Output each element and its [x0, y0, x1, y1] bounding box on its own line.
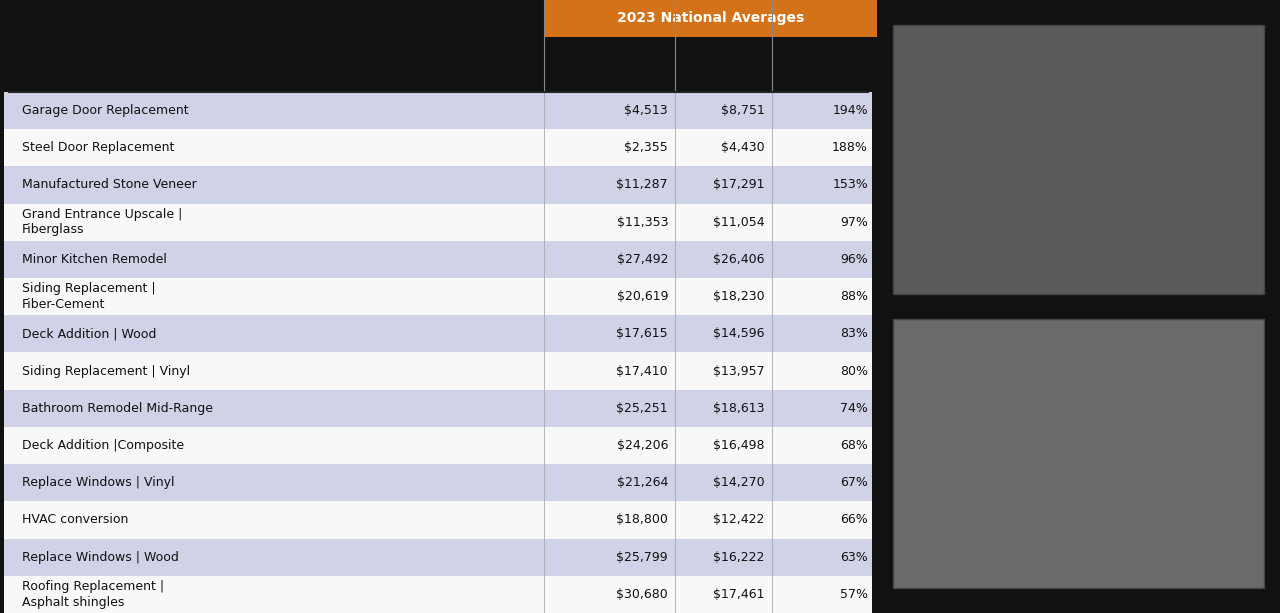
- Text: $20,619: $20,619: [617, 290, 668, 303]
- Bar: [4, 241, 873, 278]
- Text: 80%: 80%: [840, 365, 868, 378]
- Bar: [4, 539, 873, 576]
- Bar: [4, 352, 873, 390]
- Text: $17,291: $17,291: [713, 178, 764, 191]
- Bar: [4, 427, 873, 464]
- Text: $14,596: $14,596: [713, 327, 764, 340]
- Text: $25,799: $25,799: [617, 550, 668, 564]
- Text: $8,751: $8,751: [721, 104, 764, 117]
- Text: 2023 National Averages: 2023 National Averages: [617, 12, 804, 25]
- Text: 194%: 194%: [832, 104, 868, 117]
- Text: 188%: 188%: [832, 141, 868, 154]
- Text: $14,270: $14,270: [713, 476, 764, 489]
- Text: Minor Kitchen Remodel: Minor Kitchen Remodel: [22, 253, 166, 266]
- Text: 96%: 96%: [840, 253, 868, 266]
- Text: Job Cost: Job Cost: [604, 58, 668, 71]
- Text: Siding Replacement |
Fiber-Cement: Siding Replacement | Fiber-Cement: [22, 283, 156, 311]
- Bar: [4, 278, 873, 315]
- Text: $11,287: $11,287: [617, 178, 668, 191]
- Text: $17,461: $17,461: [713, 588, 764, 601]
- Text: $27,492: $27,492: [617, 253, 668, 266]
- Text: $2,355: $2,355: [625, 141, 668, 154]
- Text: $4,513: $4,513: [625, 104, 668, 117]
- Text: $17,410: $17,410: [617, 365, 668, 378]
- Text: HVAC conversion: HVAC conversion: [22, 514, 128, 527]
- Text: Deck Addition | Wood: Deck Addition | Wood: [22, 327, 156, 340]
- Text: Deck Addition |Composite: Deck Addition |Composite: [22, 439, 184, 452]
- Text: Grand Entrance Upscale |
Fiberglass: Grand Entrance Upscale | Fiberglass: [22, 208, 182, 237]
- Text: Manufactured Stone Veneer: Manufactured Stone Veneer: [22, 178, 197, 191]
- Bar: [544, 0, 877, 37]
- Text: Siding Replacement | Vinyl: Siding Replacement | Vinyl: [22, 365, 189, 378]
- Text: $13,957: $13,957: [713, 365, 764, 378]
- Text: 67%: 67%: [840, 476, 868, 489]
- Text: $21,264: $21,264: [617, 476, 668, 489]
- Text: $16,498: $16,498: [713, 439, 764, 452]
- Text: $25,251: $25,251: [617, 402, 668, 415]
- Bar: [4, 464, 873, 501]
- Text: $18,800: $18,800: [616, 514, 668, 527]
- Bar: [4, 576, 873, 613]
- Text: Steel Door Replacement: Steel Door Replacement: [22, 141, 174, 154]
- Text: 153%: 153%: [832, 178, 868, 191]
- Text: % Cost
Recovered: % Cost Recovered: [788, 50, 868, 79]
- Text: $11,054: $11,054: [713, 216, 764, 229]
- Text: $17,615: $17,615: [617, 327, 668, 340]
- Text: Garage Door Replacement: Garage Door Replacement: [22, 104, 188, 117]
- Bar: [4, 129, 873, 166]
- Text: 57%: 57%: [840, 588, 868, 601]
- Bar: [4, 315, 873, 352]
- Text: $11,353: $11,353: [617, 216, 668, 229]
- Text: $26,406: $26,406: [713, 253, 764, 266]
- Bar: [4, 166, 873, 204]
- Text: Replace Windows | Wood: Replace Windows | Wood: [22, 550, 179, 564]
- Text: 74%: 74%: [840, 402, 868, 415]
- Text: $12,422: $12,422: [713, 514, 764, 527]
- Text: Project: Project: [22, 58, 78, 71]
- Text: $18,613: $18,613: [713, 402, 764, 415]
- Bar: [893, 25, 1263, 294]
- Text: 88%: 88%: [840, 290, 868, 303]
- Text: Roofing Replacement |
Asphalt shingles: Roofing Replacement | Asphalt shingles: [22, 580, 164, 609]
- Text: $18,230: $18,230: [713, 290, 764, 303]
- Text: 68%: 68%: [840, 439, 868, 452]
- Text: 63%: 63%: [840, 550, 868, 564]
- Text: $30,680: $30,680: [617, 588, 668, 601]
- Text: $16,222: $16,222: [713, 550, 764, 564]
- Text: 97%: 97%: [840, 216, 868, 229]
- Text: 83%: 83%: [840, 327, 868, 340]
- Text: Replace Windows | Vinyl: Replace Windows | Vinyl: [22, 476, 174, 489]
- Text: Value: Value: [721, 58, 764, 71]
- Text: $4,430: $4,430: [721, 141, 764, 154]
- Bar: [4, 92, 873, 129]
- Text: 66%: 66%: [840, 514, 868, 527]
- Bar: [4, 501, 873, 539]
- Text: Bathroom Remodel Mid-Range: Bathroom Remodel Mid-Range: [22, 402, 212, 415]
- Bar: [893, 319, 1263, 588]
- Bar: [4, 390, 873, 427]
- Bar: [4, 204, 873, 241]
- Text: $24,206: $24,206: [617, 439, 668, 452]
